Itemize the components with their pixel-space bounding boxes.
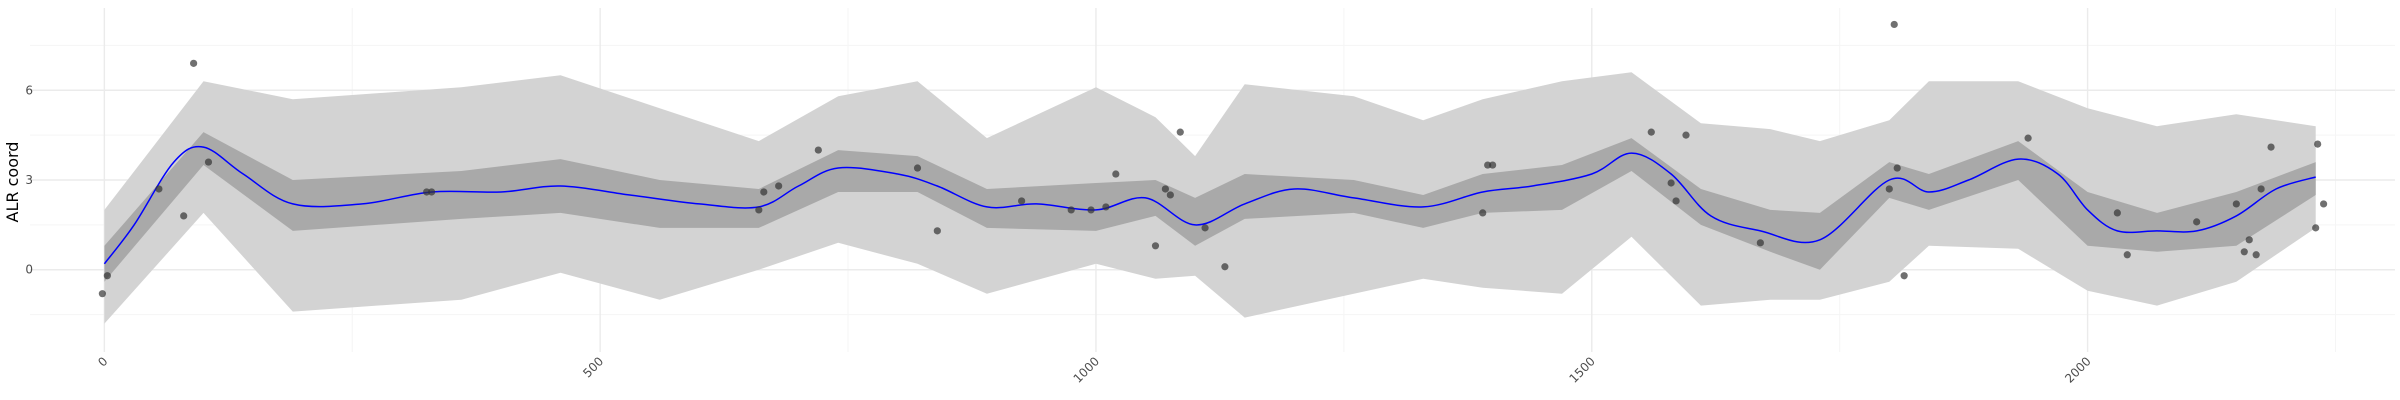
data-point — [1682, 131, 1690, 139]
data-point — [1893, 164, 1901, 172]
data-point — [913, 164, 922, 172]
data-points — [98, 20, 2328, 298]
data-point — [1067, 206, 1075, 214]
data-point — [2320, 200, 2328, 208]
data-point — [1890, 20, 1898, 29]
confidence-bands — [104, 72, 2316, 324]
data-point — [1484, 161, 1492, 169]
data-point — [1479, 209, 1487, 217]
data-point — [1087, 206, 1095, 214]
data-point — [2123, 251, 2131, 259]
fit-line-layer — [103, 145, 2316, 265]
data-point — [2257, 185, 2265, 193]
y-axis-title: ALR coord — [3, 142, 22, 223]
data-point — [428, 188, 436, 196]
data-point — [1221, 263, 1229, 271]
data-point — [1166, 191, 1174, 199]
x-tick-label: 1000 — [1071, 354, 1102, 385]
x-tick-label: 500 — [580, 354, 606, 380]
data-point — [933, 227, 941, 235]
data-point — [2267, 143, 2275, 151]
x-tick-label: 0 — [95, 354, 110, 369]
data-point — [760, 188, 768, 196]
data-point — [204, 158, 213, 166]
data-point — [775, 182, 783, 190]
data-point — [1176, 128, 1184, 136]
data-point — [2312, 224, 2320, 232]
data-point — [1667, 179, 1675, 187]
data-point — [1647, 128, 1655, 136]
data-point — [1201, 224, 1209, 232]
data-point — [755, 206, 763, 214]
y-tick-label: 3 — [25, 173, 33, 187]
data-point — [1756, 239, 1764, 247]
x-tick-label: 2000 — [2062, 354, 2093, 385]
data-point — [2245, 236, 2253, 244]
data-point — [1102, 203, 1110, 211]
data-point — [2252, 251, 2260, 259]
data-point — [1489, 161, 1497, 169]
data-point — [98, 290, 106, 298]
y-tick-label: 6 — [25, 83, 33, 97]
data-point — [423, 188, 431, 196]
data-point — [1672, 197, 1680, 205]
fit-line — [103, 145, 2316, 265]
data-point — [1885, 185, 1893, 193]
data-point — [103, 272, 111, 280]
data-point — [155, 185, 163, 193]
y-axis-ticks: 0 3 6 — [25, 83, 33, 276]
data-point — [1018, 197, 1026, 205]
data-point — [2193, 218, 2201, 226]
data-point — [2113, 209, 2121, 217]
data-point — [2314, 140, 2322, 148]
data-point — [180, 212, 188, 220]
data-point — [814, 146, 822, 154]
x-tick-label: 1500 — [1566, 354, 1597, 385]
data-point — [2240, 248, 2248, 256]
y-tick-label: 0 — [25, 263, 33, 277]
x-axis-ticks: 0 500 1000 1500 2000 — [95, 354, 2094, 385]
data-point — [1151, 242, 1160, 250]
data-point — [1112, 170, 1120, 178]
data-point — [1900, 272, 1908, 280]
data-point — [2232, 200, 2240, 208]
data-point — [2024, 134, 2032, 142]
data-point — [190, 59, 198, 67]
data-point — [1161, 185, 1169, 193]
